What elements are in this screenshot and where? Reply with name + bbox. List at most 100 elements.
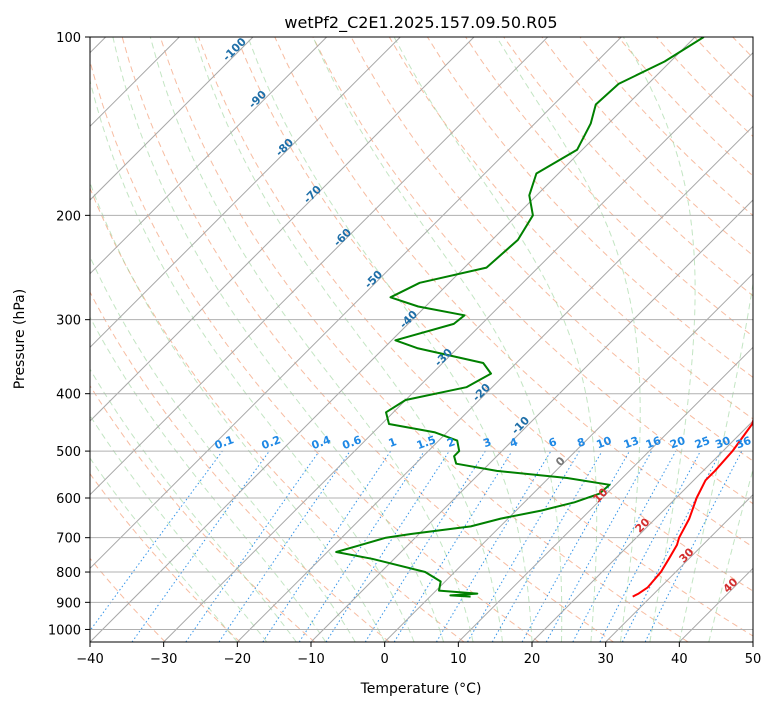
mixing-ratio-line xyxy=(185,450,320,642)
dry-adiabat-line xyxy=(121,37,614,642)
temperature-profile-line xyxy=(632,417,753,598)
mixing-ratio-label: 8 xyxy=(575,435,587,450)
moist-adiabat-line xyxy=(112,37,445,642)
dry-adiabat-label: -30 xyxy=(432,346,455,369)
isotherm-line xyxy=(163,51,753,642)
isotherm-line xyxy=(457,346,753,642)
isotherm-line xyxy=(90,37,254,201)
isotherm-line xyxy=(531,420,753,642)
x-axis: −40 −30 −20 −10 0 10 20 30 40 50 xyxy=(76,642,761,667)
mixing-ratio-label: 16 xyxy=(644,434,663,452)
isotherm-line xyxy=(605,493,753,642)
y-axis-label: Pressure (hPa) xyxy=(12,289,28,389)
dewpoint-profile-line xyxy=(335,37,705,598)
mixing-ratio-label: 0.1 xyxy=(213,433,236,452)
grid-lines xyxy=(90,37,753,642)
x-tick-label: 20 xyxy=(524,652,541,667)
mixing-ratio-label: 0.2 xyxy=(260,433,283,452)
isotherm-line xyxy=(90,37,696,642)
dry-adiabat-label: -10 xyxy=(509,414,532,437)
dry-adiabat-line xyxy=(350,37,753,462)
dry-adiabat-line xyxy=(90,472,241,642)
dry-adiabat-line xyxy=(388,37,753,420)
chart-title: wetPf2_C2E1.2025.157.09.50.R05 xyxy=(284,13,557,33)
x-tick-label: 10 xyxy=(450,652,467,667)
mixing-ratio-label: 25 xyxy=(693,434,712,451)
plot-frame xyxy=(89,36,754,643)
mixing-ratio-label: 1 xyxy=(387,435,399,450)
y-tick-label: 500 xyxy=(56,445,81,460)
mixing-ratio-label: 36 xyxy=(734,434,753,452)
moist-adiabat-line xyxy=(496,37,641,642)
y-tick-label: 600 xyxy=(56,492,81,507)
isotherm-line xyxy=(310,199,753,642)
moist-adiabat-line xyxy=(312,37,563,642)
dry-adiabat-line xyxy=(503,37,753,297)
dry-adiabat-line xyxy=(159,37,689,642)
mixing-ratio-line xyxy=(644,450,743,642)
mixing-ratio-line xyxy=(90,450,223,632)
moist-adiabat-line xyxy=(90,414,268,642)
dry-adiabat-line xyxy=(732,37,753,59)
mixing-ratio-line xyxy=(435,450,552,642)
moist-adiabat-line xyxy=(678,280,753,642)
mixing-ratio-line xyxy=(218,450,351,642)
x-tick-label: −30 xyxy=(150,652,177,667)
x-tick-label: −40 xyxy=(76,652,103,667)
isotherm-line xyxy=(90,37,328,275)
mixing-ratio-label: 1.5 xyxy=(415,433,438,452)
y-tick-label: 200 xyxy=(56,209,81,224)
moist-adiabat-label: 20 xyxy=(633,515,653,535)
y-axis: 100 200 300 400 500 600 700 800 900 1000 xyxy=(48,31,90,638)
mixing-ratio-label: 13 xyxy=(622,434,641,451)
mixing-ratio-label: 20 xyxy=(668,434,687,452)
dry-adiabat-line xyxy=(426,37,753,378)
moist-adiabat-line xyxy=(622,37,696,642)
mixing-ratio-label: 30 xyxy=(713,434,732,452)
y-tick-label: 400 xyxy=(56,388,81,403)
moist-adiabat-line xyxy=(393,37,598,642)
mixing-ratio-label: 2 xyxy=(445,435,457,450)
mixing-ratio-label: 0.4 xyxy=(310,433,333,452)
mixing-ratio-line xyxy=(131,450,270,642)
dry-adiabat-line xyxy=(90,291,390,642)
data-series xyxy=(335,37,753,598)
dry-adiabat-line xyxy=(465,37,753,338)
moist-adiabat-line xyxy=(90,78,415,642)
isotherm-line xyxy=(384,272,753,642)
dry-adiabat-line xyxy=(312,37,753,505)
background-lines xyxy=(90,37,775,642)
dry-adiabat-line xyxy=(771,37,775,642)
mixing-ratio-line xyxy=(393,450,513,642)
x-tick-label: 40 xyxy=(671,652,688,667)
dry-adiabat-label: -50 xyxy=(362,268,385,291)
dry-adiabat-line xyxy=(236,37,753,592)
moist-adiabat-line xyxy=(194,37,503,642)
moist-adiabat-label: 40 xyxy=(721,575,741,595)
moist-adiabat-line xyxy=(90,316,327,642)
dry-adiabat-line xyxy=(90,59,540,642)
x-tick-label: −20 xyxy=(224,652,251,667)
moist-adiabat-line xyxy=(90,181,386,642)
dry-adiabat-line xyxy=(694,37,753,98)
isotherm-line xyxy=(236,125,753,642)
dry-adiabat-label: -100 xyxy=(220,35,249,64)
mixing-ratio-line xyxy=(262,450,392,642)
moist-adiabat-label: 10 xyxy=(591,485,611,505)
mixing-ratio-label: 0.6 xyxy=(341,433,364,452)
y-tick-label: 1000 xyxy=(48,623,81,638)
dry-adiabat-line xyxy=(541,37,753,257)
mixing-ratio-line xyxy=(572,450,677,642)
x-tick-label: 30 xyxy=(597,652,614,667)
mixing-ratio-line xyxy=(298,450,425,642)
moist-adiabat-line xyxy=(247,37,533,642)
dry-adiabat-line xyxy=(274,37,753,548)
y-tick-label: 700 xyxy=(56,532,81,547)
dry-adiabat-line xyxy=(90,384,316,642)
mixing-ratio-label: 6 xyxy=(547,435,559,450)
dry-adiabat-label: -60 xyxy=(331,226,354,249)
isotherm-line xyxy=(90,37,475,422)
mixing-ratio-line xyxy=(364,450,486,642)
isotherm-line xyxy=(90,37,401,349)
